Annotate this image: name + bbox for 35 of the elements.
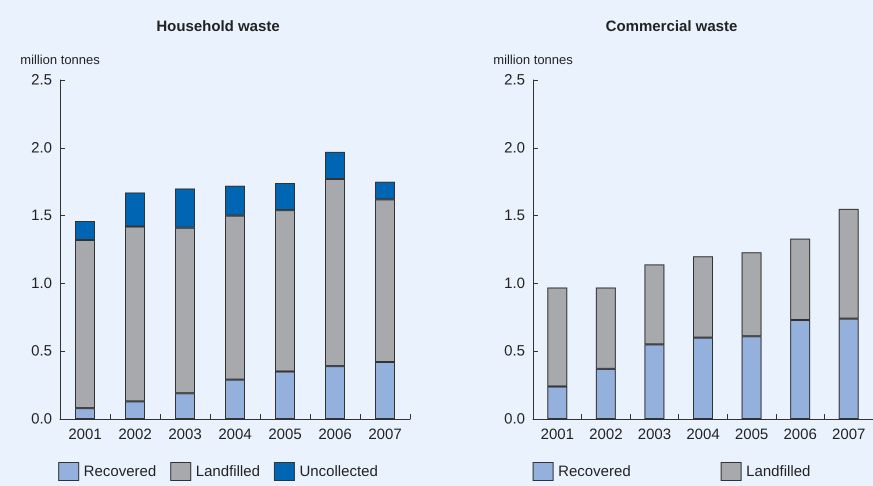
x-tick-label: 2002	[118, 426, 152, 443]
y-tick-label: 2.0	[504, 139, 525, 156]
y-tick-label: 2.5	[504, 72, 525, 88]
x-tick-label: 2003	[168, 426, 202, 443]
y-tick-label: 0.5	[504, 342, 525, 360]
x-tick-label: 2001	[68, 426, 102, 443]
y-tick-label: 2.5	[31, 72, 52, 88]
x-tick-label: 2005	[734, 426, 768, 443]
y-axis-title: million tonnes	[20, 52, 100, 67]
y-tick-label: 1.5	[504, 207, 525, 224]
x-tick-label: 2002	[589, 426, 623, 443]
y-tick-label: 1.5	[31, 207, 52, 224]
legend-label: Landfilled	[746, 463, 810, 480]
x-tick-label: 2001	[540, 426, 574, 443]
x-tick-label: 2006	[783, 426, 817, 443]
legend-label: Recovered	[84, 463, 156, 480]
x-tick-label: 2006	[318, 426, 352, 443]
x-tick-label: 2004	[686, 426, 720, 443]
y-tick-label: 1.0	[31, 274, 52, 292]
legend-label: Recovered	[558, 463, 631, 480]
chart-title: Commercial waste	[606, 18, 738, 35]
y-tick-label: 1.0	[504, 274, 525, 292]
y-tick-label: 2.0	[31, 139, 52, 156]
legend-label: Uncollected	[299, 463, 378, 480]
y-tick-label: 0.0	[31, 410, 52, 428]
x-tick-label: 2003	[638, 426, 672, 443]
y-tick-label: 0.5	[31, 342, 52, 360]
x-tick-label: 2007	[368, 426, 402, 443]
chart-title: Household waste	[156, 18, 280, 35]
y-tick-label: 0.0	[504, 410, 525, 428]
x-tick-label: 2007	[832, 426, 866, 443]
x-tick-label: 2005	[268, 426, 302, 443]
x-tick-label: 2004	[218, 426, 252, 443]
y-axis-title: million tonnes	[493, 52, 574, 67]
legend-label: Landfilled	[196, 463, 260, 480]
